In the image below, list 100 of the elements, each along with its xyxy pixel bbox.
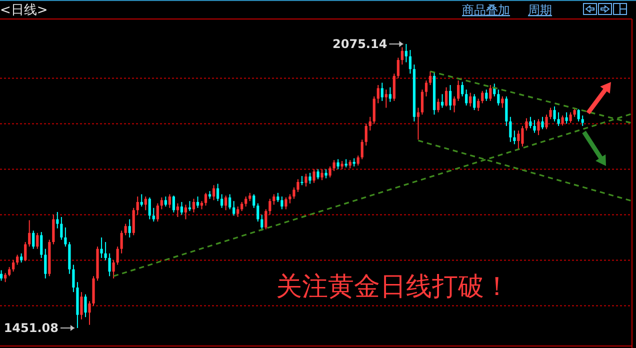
- candlestick: [444, 86, 448, 107]
- candlestick: [88, 300, 91, 326]
- candlestick: [52, 214, 55, 245]
- candlestick: [12, 260, 15, 272]
- candlestick: [4, 272, 7, 283]
- candlestick: [64, 226, 67, 248]
- candlestick: [380, 82, 384, 102]
- candlestick: [557, 112, 560, 126]
- annotation: 1451.08: [4, 321, 58, 335]
- text: 周期: [528, 3, 552, 17]
- candlestick: [324, 168, 328, 179]
- candlestick: [244, 196, 248, 208]
- candlestick: [308, 172, 312, 184]
- candlestick: [264, 208, 268, 230]
- candlestick: [292, 186, 296, 200]
- candlestick: [60, 216, 63, 240]
- candlestick: [537, 118, 540, 136]
- chart-title: <日线>: [0, 3, 48, 18]
- candlestick: [521, 125, 524, 147]
- candlestick: [453, 96, 456, 113]
- candlestick: [40, 232, 43, 258]
- candlestick: [252, 194, 256, 208]
- candlestick: [84, 294, 87, 318]
- candlestick: [565, 112, 568, 124]
- candlestick: [481, 90, 484, 104]
- candlestick: [517, 130, 520, 150]
- text: 商品叠加: [462, 3, 510, 17]
- candlestick: [376, 84, 380, 104]
- candlestick: [573, 107, 576, 118]
- candlestick: [581, 115, 584, 126]
- candlestick: [268, 198, 272, 216]
- candlestick: [312, 168, 316, 184]
- candlestick: [256, 202, 260, 222]
- candlestick: [32, 230, 35, 250]
- candlestick: [420, 89, 424, 116]
- candlestick: [392, 73, 396, 102]
- candlestick: [192, 198, 196, 213]
- candlestick: [465, 89, 468, 106]
- candlestick: [184, 204, 188, 220]
- candlestick: [533, 120, 536, 134]
- candlestick: [304, 173, 308, 188]
- candlestick: [228, 194, 232, 210]
- candlestick: [529, 116, 532, 129]
- candlestick: [56, 211, 59, 229]
- candlestick: [168, 194, 171, 208]
- candlestick: [364, 123, 368, 146]
- candlestick: [384, 89, 388, 108]
- candlestick: [212, 184, 216, 201]
- candlestick: [156, 202, 159, 222]
- candlestick: [553, 106, 556, 122]
- candlestick: [104, 242, 107, 261]
- candlestick: [148, 196, 151, 220]
- candlestick: [276, 192, 280, 202]
- candlestick: [260, 214, 264, 232]
- candlestick: [372, 96, 376, 124]
- candlestick: [424, 80, 428, 97]
- candlestick: [160, 196, 163, 210]
- candlestick: [368, 116, 372, 132]
- candlestick: [525, 118, 528, 132]
- candlestick: [300, 176, 304, 186]
- candlestick: [164, 196, 167, 208]
- candlestick: [404, 44, 408, 63]
- candlestick: [549, 107, 552, 120]
- candlestick: [461, 81, 464, 97]
- candlestick: [457, 80, 460, 102]
- candlestick: [224, 195, 228, 211]
- candlestick: [577, 108, 580, 122]
- annotation: 关注黄金日线打破！: [276, 272, 510, 302]
- candlestick: [473, 94, 476, 111]
- candlestick: [408, 49, 412, 74]
- candlestick: [20, 252, 23, 264]
- candlestick: [416, 107, 420, 140]
- candlestick: [220, 194, 224, 208]
- candlestick: [489, 84, 492, 102]
- candlestick: [400, 46, 404, 66]
- candlestick: [280, 196, 284, 210]
- candlestick: [477, 98, 480, 112]
- candlestick: [116, 246, 119, 266]
- candlestick: [216, 183, 220, 202]
- candlestick: [128, 218, 131, 238]
- candlestick: [561, 115, 564, 126]
- candlestick: [545, 114, 548, 130]
- candlestick: [236, 206, 240, 218]
- candlestick: [180, 201, 184, 216]
- candlestick: [440, 94, 444, 108]
- candlestick: [16, 254, 19, 266]
- candlestick: [332, 160, 336, 172]
- candlestick: [448, 84, 452, 111]
- candlestick: [501, 96, 504, 108]
- candlestick: [272, 194, 276, 206]
- candlestick: [388, 86, 392, 102]
- candlestick: [196, 196, 200, 208]
- candlestick: [316, 168, 320, 180]
- candlestick: [28, 220, 31, 248]
- candlestick: [44, 248, 47, 279]
- candlestick: [240, 201, 244, 212]
- candlestick: [320, 168, 324, 181]
- candlestick: [0, 270, 3, 282]
- candlestick: [172, 195, 175, 213]
- candlestick: [136, 196, 139, 216]
